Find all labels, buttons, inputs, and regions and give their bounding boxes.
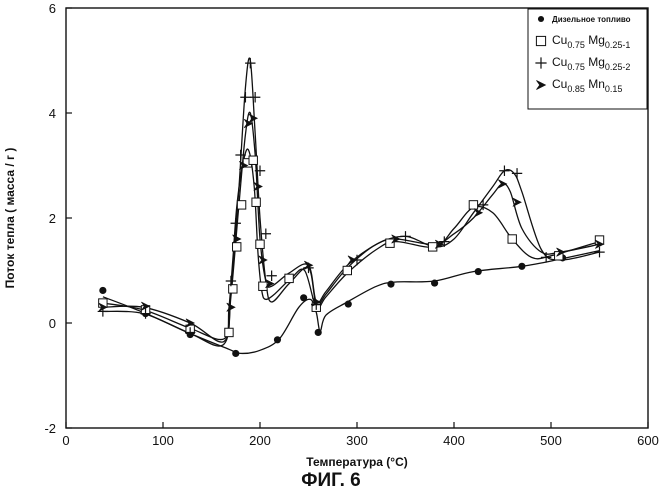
legend: Дизельное топливоCu0.75 Mg0.25-1Cu0.75 M…	[528, 9, 647, 109]
legend-label-part: 0.15	[605, 84, 623, 94]
x-tick-label: 300	[346, 433, 368, 448]
x-tick-label: 500	[540, 433, 562, 448]
series-3-point	[512, 168, 522, 178]
y-tick-label: -2	[44, 421, 56, 436]
series-1-point	[300, 294, 307, 301]
figure-caption: ФИГ. 6	[0, 470, 662, 492]
legend-label-part: Cu	[552, 33, 567, 47]
series-2-point	[469, 201, 477, 209]
y-tick-label: 6	[49, 1, 56, 16]
legend-marker-2	[536, 36, 545, 45]
series-line-2	[103, 149, 600, 340]
heat-flow-chart: 0 100 200 300 400 500 600 -2 0 2 4 6 Температура (°…	[0, 0, 662, 470]
series-1-point	[387, 281, 394, 288]
series-3-point	[250, 92, 260, 102]
series-3-point	[266, 271, 276, 281]
legend-label-part: 0.25-1	[605, 40, 631, 50]
series-layer	[103, 58, 600, 353]
legend-label-part: 0.75	[567, 62, 585, 72]
legend-label-part: 0.25-2	[605, 62, 631, 72]
legend-label-part: Mg	[585, 33, 605, 47]
series-2-point	[285, 274, 293, 282]
series-4-point	[249, 114, 257, 122]
series-2-point	[252, 198, 260, 206]
series-1-point	[518, 263, 525, 270]
y-tick-label: 0	[49, 316, 56, 331]
series-2-point	[225, 328, 233, 336]
x-tick-label: 200	[249, 433, 271, 448]
y-tick-label: 4	[49, 106, 56, 121]
x-tick-label: 0	[62, 433, 69, 448]
series-2-point	[229, 285, 237, 293]
series-2-point	[428, 243, 436, 251]
series-3-point	[261, 229, 271, 239]
series-2-point	[386, 239, 394, 247]
legend-marker-1	[538, 16, 544, 22]
series-1-point	[274, 336, 281, 343]
legend-label-part: Mn	[585, 77, 605, 91]
series-1-point	[345, 301, 352, 308]
legend-label-part: 0.85	[567, 84, 585, 94]
series-2-point	[249, 156, 257, 164]
legend-label-part: Mg	[585, 55, 605, 69]
series-1-point	[315, 329, 322, 336]
series-line-4	[103, 112, 600, 342]
series-2-point	[508, 235, 516, 243]
x-tick-label: 600	[637, 433, 659, 448]
legend-label-part: Cu	[552, 55, 567, 69]
series-4-point	[498, 180, 506, 188]
x-tick-label: 400	[443, 433, 465, 448]
series-2-point	[343, 266, 351, 274]
series-1-point	[431, 280, 438, 287]
y-axis-title: Поток тепла ( масса / г )	[3, 148, 17, 289]
series-1-point	[475, 268, 482, 275]
series-3-point	[231, 218, 241, 228]
x-axis-title: Температура (°С)	[306, 455, 408, 469]
series-1-point	[99, 287, 106, 294]
legend-label-1: Дизельное топливо	[552, 15, 631, 24]
series-1-point	[232, 350, 239, 357]
series-3-point	[245, 58, 255, 68]
series-2-point	[237, 201, 245, 209]
series-2-point	[256, 240, 264, 248]
x-tick-label: 100	[152, 433, 174, 448]
series-2-point	[233, 243, 241, 251]
legend-label-part: 0.75	[567, 40, 585, 50]
series-2-point	[259, 282, 267, 290]
y-tick-label: 2	[49, 211, 56, 226]
series-3-point	[240, 92, 250, 102]
legend-label-part: Cu	[552, 77, 567, 91]
